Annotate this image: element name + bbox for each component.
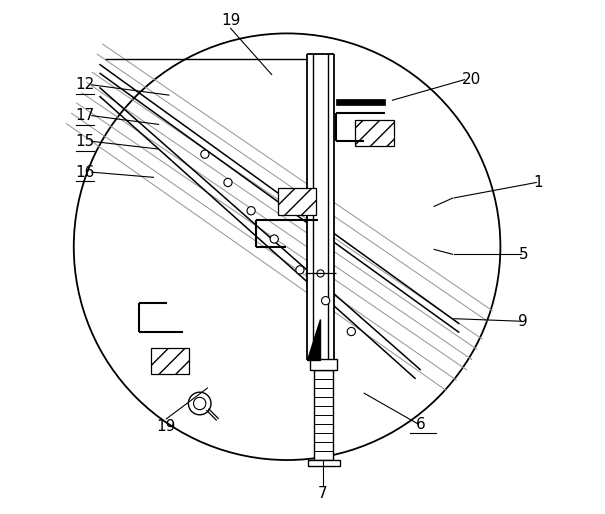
Text: 1: 1 — [534, 175, 543, 190]
Bar — [314, 370, 333, 460]
Text: 15: 15 — [75, 134, 94, 149]
Text: 9: 9 — [518, 314, 528, 329]
Circle shape — [347, 327, 356, 336]
Bar — [336, 99, 385, 105]
Circle shape — [194, 397, 206, 410]
Text: 12: 12 — [75, 77, 94, 93]
Circle shape — [224, 178, 232, 187]
Circle shape — [74, 33, 500, 460]
Bar — [307, 460, 339, 466]
Circle shape — [247, 207, 255, 215]
Circle shape — [201, 150, 209, 158]
Text: 17: 17 — [75, 108, 94, 123]
Polygon shape — [307, 319, 321, 360]
Bar — [307, 54, 334, 360]
Text: 7: 7 — [318, 486, 328, 501]
Bar — [356, 120, 394, 146]
Text: 16: 16 — [75, 164, 94, 180]
Circle shape — [188, 392, 211, 415]
Circle shape — [317, 270, 324, 277]
Text: 19: 19 — [221, 13, 240, 28]
Bar — [151, 348, 189, 374]
Text: 5: 5 — [518, 247, 528, 262]
Text: 19: 19 — [157, 419, 176, 434]
Circle shape — [321, 297, 330, 305]
Text: 20: 20 — [462, 72, 481, 87]
Circle shape — [270, 235, 278, 243]
Bar — [310, 359, 338, 370]
Text: 6: 6 — [416, 416, 425, 432]
Circle shape — [296, 266, 304, 274]
Bar — [278, 188, 316, 215]
